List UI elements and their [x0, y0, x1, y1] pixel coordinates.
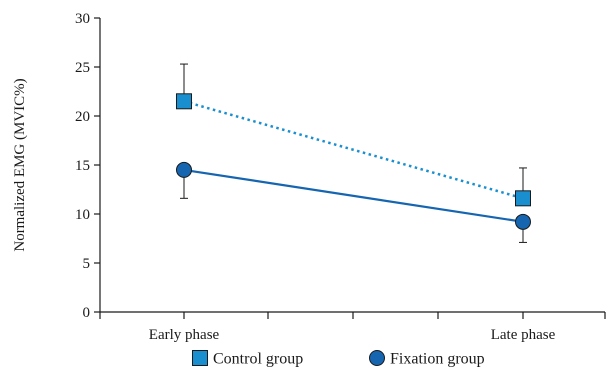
y-tick-label: 30	[75, 11, 90, 27]
series-control-group	[176, 63, 531, 207]
series-fixation-group	[176, 161, 531, 243]
series-line	[183, 100, 524, 200]
data-point-square	[176, 93, 192, 110]
legend-marker-circle	[369, 350, 385, 366]
y-tick-label: 15	[75, 158, 90, 174]
legend-item-fixation-group: Fixation group	[369, 350, 485, 368]
series-line	[183, 168, 524, 223]
y-tick-label: 10	[75, 207, 90, 223]
y-tick-label: 20	[75, 109, 90, 125]
legend-label: Control group	[213, 351, 303, 368]
x-category-label: Early phase	[149, 327, 220, 343]
axes-layer: 0 5 10 15 20 25 30 Early phase Late phase Normali…	[12, 11, 606, 343]
y-tick-label: 25	[75, 60, 90, 76]
series-layer	[176, 63, 531, 243]
y-axis-title: Normalized EMG (MVIC%)	[12, 78, 28, 251]
y-tick-label: 5	[83, 256, 91, 272]
data-point-circle	[176, 161, 192, 178]
data-point-circle	[515, 213, 531, 230]
data-point-square	[515, 190, 531, 207]
x-category-label: Late phase	[491, 327, 556, 343]
legend-item-control-group: Control group	[192, 350, 303, 368]
legend-label: Fixation group	[390, 351, 485, 368]
legend: Control group Fixation group	[192, 350, 485, 368]
y-tick-label: 0	[83, 305, 91, 321]
legend-marker-square	[192, 350, 208, 366]
